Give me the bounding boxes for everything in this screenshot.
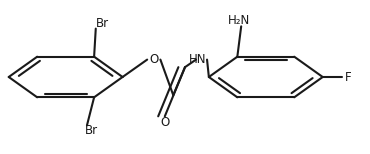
Text: Br: Br <box>85 124 98 137</box>
Text: H₂N: H₂N <box>228 14 250 27</box>
Text: HN: HN <box>189 53 206 66</box>
Text: O: O <box>149 53 158 66</box>
Text: F: F <box>345 71 352 83</box>
Text: Br: Br <box>96 17 109 30</box>
Text: O: O <box>160 116 169 129</box>
